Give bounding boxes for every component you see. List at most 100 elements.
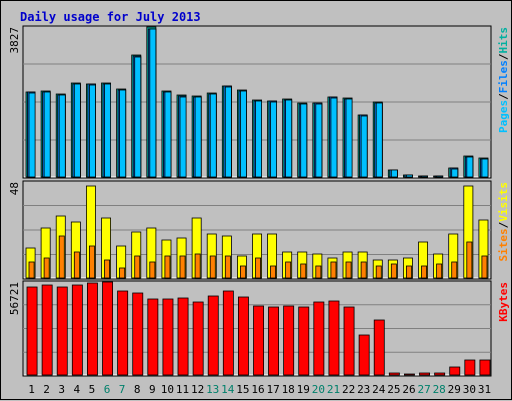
chart-title: Daily usage for July 2013 (20, 10, 201, 24)
bar-pages-day-21 (330, 97, 338, 178)
bar-pages-day-25 (390, 169, 398, 178)
x-tick-label: 26 (402, 383, 415, 396)
x-tick-label: 19 (297, 383, 310, 396)
x-tick-label: 25 (387, 383, 400, 396)
bar-sites-day-5 (89, 245, 95, 279)
legend-separator: / (497, 221, 510, 228)
bar-sites-day-17 (270, 265, 276, 279)
x-tick-label: 28 (433, 383, 446, 396)
bar-sites-day-6 (104, 259, 110, 279)
bar-kbytes-day-18 (283, 305, 295, 376)
x-tick-label: 11 (176, 383, 189, 396)
bar-pages-day-26 (405, 174, 413, 178)
bar-sites-day-14 (224, 255, 231, 279)
legend-visits: Visits (497, 182, 510, 222)
x-tick-label: 29 (448, 383, 461, 396)
bar-sites-day-15 (239, 265, 246, 279)
legend-sites-visits: Sites/Visits (497, 182, 510, 262)
x-tick-label: 27 (417, 383, 430, 396)
bar-pages-day-27 (421, 175, 428, 178)
x-tick-label: 3 (58, 383, 65, 396)
bar-kbytes-day-11 (177, 297, 189, 376)
bar-sites-day-21 (330, 261, 337, 279)
bar-pages-day-17 (270, 101, 277, 178)
bar-kbytes-day-14 (222, 290, 234, 376)
bar-pages-day-12 (194, 96, 202, 178)
bar-pages-day-18 (285, 99, 293, 178)
bar-sites-day-27 (421, 265, 427, 279)
x-tick-label: 10 (161, 383, 174, 396)
bar-pages-day-24 (375, 102, 383, 178)
x-tick-label: 22 (342, 383, 355, 396)
x-tick-label: 24 (372, 383, 386, 396)
bar-kbytes-day-3 (56, 286, 68, 376)
x-tick-label: 9 (149, 383, 156, 396)
x-tick-label: 18 (282, 383, 295, 396)
bar-pages-day-11 (179, 96, 187, 178)
bar-pages-day-28 (436, 175, 444, 178)
bar-sites-day-29 (451, 261, 458, 279)
bar-kbytes-day-21 (328, 300, 340, 376)
bar-sites-day-12 (194, 253, 201, 279)
legend-separator: / (497, 93, 510, 100)
bar-sites-day-13 (209, 255, 216, 279)
bar-pages-day-22 (345, 98, 353, 178)
legend-separator: / (497, 53, 510, 60)
bar-pages-day-16 (255, 100, 262, 178)
bar-sites-day-30 (466, 241, 473, 279)
bar-kbytes-day-16 (253, 305, 265, 376)
bar-pages-day-7 (119, 89, 127, 178)
x-tick-label: 31 (478, 383, 491, 396)
bar-sites-day-10 (164, 255, 171, 279)
bar-kbytes-day-8 (132, 292, 144, 376)
x-tick-label: 21 (327, 383, 340, 396)
ymax-label-pages-files-hits: 3827 (8, 27, 21, 54)
bar-pages-day-5 (89, 84, 96, 178)
bar-pages-day-10 (164, 91, 172, 178)
bar-kbytes-day-10 (162, 298, 174, 376)
bar-kbytes-day-19 (298, 306, 310, 376)
bar-kbytes-day-22 (343, 306, 355, 376)
legend-sites: Sites (497, 228, 510, 261)
x-tick-label: 5 (89, 383, 96, 396)
x-tick-label: 8 (134, 383, 141, 396)
bar-sites-day-24 (375, 265, 382, 279)
bar-pages-day-23 (360, 115, 368, 178)
x-tick-label: 23 (357, 383, 370, 396)
bar-kbytes-day-20 (313, 301, 325, 376)
bar-pages-day-9 (149, 28, 157, 178)
legend-files: Files (497, 60, 510, 93)
bar-pages-day-20 (315, 103, 323, 178)
bar-pages-day-29 (451, 168, 459, 178)
bar-sites-day-20 (315, 265, 322, 279)
bar-kbytes-day-4 (71, 284, 83, 376)
x-tick-label: 4 (73, 383, 80, 396)
bar-sites-day-25 (390, 263, 397, 279)
ymax-label-sites-visits: 48 (8, 182, 21, 195)
bar-sites-day-11 (179, 255, 186, 279)
legend-kbytes: KBytes (497, 282, 510, 322)
x-tick-label: 2 (43, 383, 50, 396)
bar-sites-day-7 (119, 267, 126, 279)
x-tick-label: 6 (104, 383, 111, 396)
legend-pages-files-hits: Pages/Files/Hits (497, 27, 510, 133)
bar-kbytes-day-9 (147, 298, 159, 376)
bar-pages-day-13 (209, 93, 217, 178)
bar-pages-day-31 (481, 158, 489, 178)
bar-pages-day-30 (466, 156, 474, 178)
bar-kbytes-day-7 (117, 290, 129, 376)
bar-sites-day-28 (436, 263, 443, 279)
bar-kbytes-day-29 (449, 366, 461, 376)
bar-kbytes-day-28 (434, 372, 446, 376)
x-tick-label: 12 (191, 383, 204, 396)
bar-kbytes-day-31 (479, 359, 491, 376)
bar-kbytes-day-17 (268, 306, 280, 376)
bar-kbytes-day-6 (102, 281, 114, 376)
bar-sites-day-22 (345, 261, 352, 279)
bar-sites-day-26 (405, 265, 412, 279)
bar-kbytes-day-5 (87, 282, 98, 376)
bar-kbytes-day-30 (464, 359, 476, 376)
bar-pages-day-6 (104, 83, 111, 178)
bar-kbytes-day-13 (207, 295, 219, 376)
